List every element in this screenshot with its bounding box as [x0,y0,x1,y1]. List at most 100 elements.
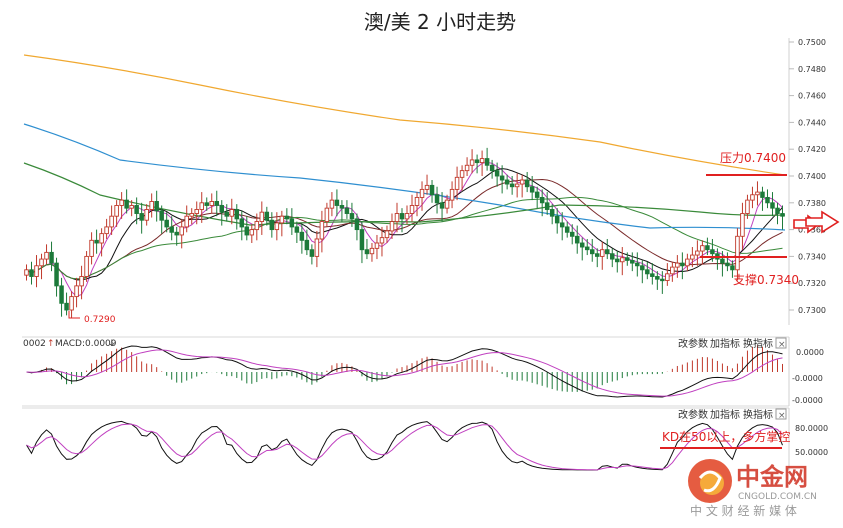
candle-up [279,215,285,224]
candle-up [519,179,525,185]
candle-up [44,251,49,260]
candle-up [449,188,455,201]
candle-down [59,285,64,304]
candle-up [89,239,94,257]
candle-up [329,199,335,209]
candle-down [139,213,144,221]
price-tick-label: 0.7400 [798,172,826,181]
candle-down [680,262,685,267]
kd-switch-indicator-button[interactable]: 换指标 [743,408,773,421]
candle-up [249,229,255,236]
low-label: 0.7290 [84,315,116,325]
candle-down [509,183,515,188]
kd-close-button[interactable] [775,408,787,420]
kd-k-line [26,420,783,471]
candle-down [625,257,630,261]
moving-average-long-line [23,162,786,226]
candle-down [349,213,355,220]
candle-down [224,211,230,217]
candle-down [504,179,510,185]
kd-add-indicator-button[interactable]: 加指标 [710,408,740,421]
candle-down [359,229,365,251]
macd-params-button[interactable]: 改参数 [678,337,708,350]
candle-down [574,235,580,244]
candle-up [670,266,675,275]
candle-up [324,207,330,223]
macd-tick-1: -0.0000 [792,374,823,383]
candle-up [79,276,84,287]
price-tick-label: 0.7460 [798,92,826,101]
candle-down [49,251,54,264]
candle-up [459,170,465,178]
moving-average-line [26,168,783,281]
price-tick-label: 0.7300 [798,306,826,315]
logo-slogan: 中 文 财 经 新 媒 体 [690,503,797,518]
candle-down [244,226,250,236]
candle-up [379,237,385,244]
candle-down [579,242,585,248]
macd-down-arrow-icon: ↓ [108,339,116,349]
candle-down [264,211,270,221]
candle-up [129,205,134,209]
candle-up [389,221,395,232]
candle-down [474,159,480,164]
candle-down [584,246,590,251]
candle-down [269,219,275,231]
candle-down [204,202,209,206]
candle-up [99,233,104,244]
candle-down [770,202,775,209]
macd-add-indicator-button[interactable]: 加指标 [710,337,740,350]
candle-down [434,194,440,204]
price-tick-label: 0.7380 [798,199,826,208]
candle-down [645,269,650,275]
candle-down [429,184,435,196]
candle-up [750,194,755,201]
macd-close-button[interactable] [775,337,787,349]
candle-up [675,262,680,268]
candle-down [730,265,735,271]
candle-up [745,199,750,214]
candle-down [640,265,645,271]
candle-down [499,175,505,181]
moving-average-long-line [23,123,786,231]
candle-up [199,202,204,210]
candle-down [595,253,600,257]
candle-down [399,213,405,220]
price-tick-label: 0.7480 [798,65,826,74]
arrow-right-icon [793,210,840,234]
candle-down [524,179,530,188]
kd-lines [26,420,783,471]
price-axis-ticks: 0.7500 0.7480 0.7460 0.7440 0.7420 0.7400 0.73… [789,38,826,315]
candle-down [174,231,179,236]
macd-tick-0: 0.0000 [796,348,824,357]
candle-up [109,215,114,228]
candle-down [544,202,550,210]
kd-close-icon: × [778,411,786,421]
candle-down [650,273,655,277]
candle-up [600,249,605,257]
macd-switch-indicator-button[interactable]: 换指标 [743,337,773,350]
chart-title: 澳/美 2 小时走势 [364,10,516,34]
candle-up [314,238,320,257]
candle-up [414,196,420,206]
candle-up [464,164,470,172]
candle-up [84,255,89,277]
cngold-logo: 中金网 CNGOLD.COM.CN 中 文 财 经 新 媒 体 [688,459,817,518]
candle-down [534,191,540,198]
candle-up [444,199,450,209]
candle-up [274,222,280,231]
candle-down [605,249,610,255]
candle-down [529,186,535,193]
kd-params-button[interactable]: 改参数 [678,408,708,421]
candle-down [94,239,99,244]
candle-up [690,254,695,260]
candle-down [494,170,500,177]
macd-header: MACD:0.0009 [55,339,117,349]
candle-up [189,213,194,217]
candle-down [154,201,159,212]
candle-down [29,269,34,277]
logo-name: 中金网 [736,463,808,491]
candle-up [194,209,199,214]
candle-down [124,199,129,209]
candle-up [700,245,705,252]
